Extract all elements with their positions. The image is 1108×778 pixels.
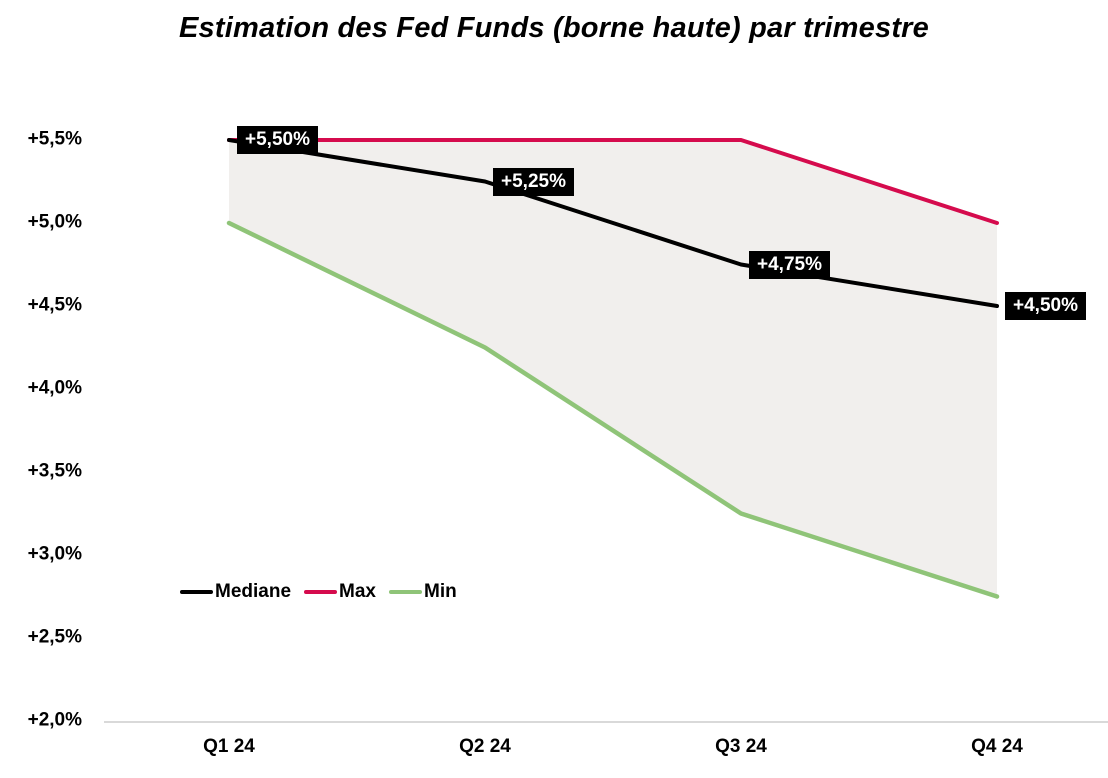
y-tick-label: +5,0% [27,211,82,233]
x-tick-label: Q4 24 [971,736,1023,757]
legend-item-max: Max [304,581,376,603]
legend-item-min: Min [389,581,457,603]
point-label: +5,25% [493,167,574,196]
legend-label-min: Min [424,581,457,602]
point-label: +4,50% [1005,292,1086,320]
legend-swatch-max [304,590,338,594]
legend-label-max: Max [339,581,376,602]
legend-swatch-mediane [180,590,213,594]
y-tick-label: +4,0% [27,377,82,399]
y-tick-label: +5,5% [27,128,82,150]
legend: Mediane Max Min [180,581,457,603]
point-label: +5,50% [237,126,318,154]
y-tick-label: +4,5% [27,294,82,316]
mediane-line [227,138,999,308]
legend-label-mediane: Mediane [215,581,292,602]
y-tick-label: +2,0% [27,709,82,731]
y-tick-label: +2,5% [27,626,82,648]
minmax-band [229,140,997,597]
min-line [226,220,1000,599]
y-tick-label: +3,5% [27,460,82,482]
point-label: +4,75% [749,250,830,279]
x-tick-label: Q2 24 [459,736,511,757]
legend-swatch-min [389,590,422,594]
x-tick-label: Q3 24 [715,736,767,757]
chart-title: Estimation des Fed Funds (borne haute) p… [178,12,929,44]
legend-item-mediane: Mediane [180,581,291,603]
y-tick-label: +3,0% [27,543,82,565]
x-tick-label: Q1 24 [203,736,255,757]
max-line [227,138,999,225]
